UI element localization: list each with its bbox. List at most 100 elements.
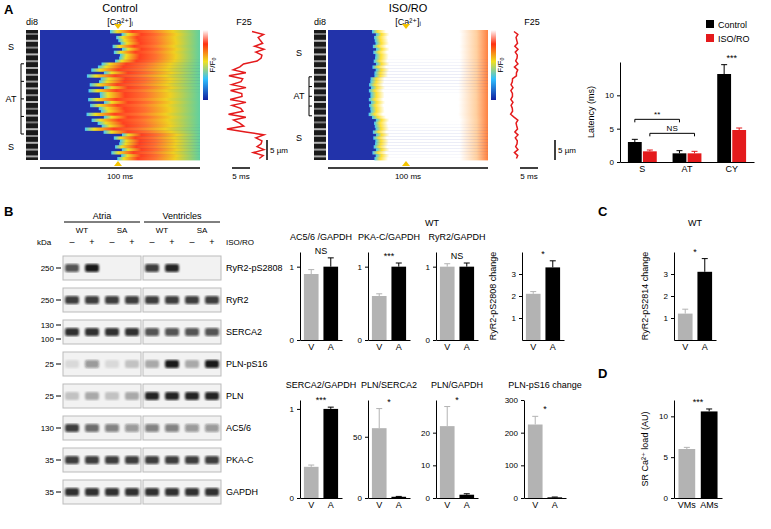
linescan-strip xyxy=(111,151,200,154)
blot-row-label: RyR2-pS2808 xyxy=(226,263,283,273)
x-axis-line xyxy=(523,340,565,341)
blot-band xyxy=(105,488,119,496)
region-tick xyxy=(309,106,312,107)
x-axis-line xyxy=(369,498,411,499)
bar xyxy=(628,142,642,162)
blot-membrane xyxy=(143,416,221,440)
di8-stripe xyxy=(314,135,326,137)
y-tick-label: 5 xyxy=(664,453,669,462)
bar-chart: 0100200300VAPLN-pS16 change* xyxy=(505,380,582,510)
y-axis-line xyxy=(436,401,437,499)
x-tick-label: V xyxy=(308,342,314,352)
treatment-label: + xyxy=(129,237,134,247)
blot-band xyxy=(105,456,119,464)
linescan-strip xyxy=(118,39,200,42)
x-axis-line xyxy=(525,498,567,499)
linescan-strip xyxy=(120,54,200,57)
scale-label: 5 ms xyxy=(232,172,249,181)
x-tick: A xyxy=(328,500,334,510)
blot-band xyxy=(205,456,219,464)
stimulus-marker xyxy=(114,24,122,29)
di8-stripe xyxy=(26,115,38,117)
x-axis-line xyxy=(301,340,343,341)
y-tick-mark xyxy=(433,465,436,466)
scale-label: 5 µm xyxy=(270,146,288,155)
y-tick-label: 0 xyxy=(426,494,431,503)
blot-band xyxy=(65,424,79,432)
linescan-strip xyxy=(104,71,200,74)
x-tick: VMs xyxy=(678,500,697,510)
chart-title: AC5/6 /GAPDH xyxy=(290,232,352,242)
blot-membrane xyxy=(63,480,141,504)
blot-band xyxy=(205,360,219,368)
bar xyxy=(391,267,406,340)
linescan-strip xyxy=(373,130,488,133)
group-label: WT xyxy=(688,218,702,228)
blot-row-label: GAPDH xyxy=(226,487,258,497)
linescan-strip xyxy=(375,125,488,128)
significance-bracket xyxy=(650,133,695,136)
di8-stripe xyxy=(314,121,326,123)
scale-label: 100 ms xyxy=(107,172,133,181)
x-axis-line xyxy=(301,498,343,499)
blot-band xyxy=(165,360,179,368)
linescan-strip xyxy=(114,136,200,139)
kda-title: kDa xyxy=(37,238,52,247)
y-tick-mark xyxy=(671,416,674,417)
y-tick: 1 xyxy=(664,314,674,323)
di8-stripe xyxy=(314,74,326,76)
di8-stripe xyxy=(314,81,326,83)
blot-band xyxy=(185,488,199,496)
bar xyxy=(732,130,746,162)
error-bar xyxy=(308,465,314,467)
linescan-strip xyxy=(373,51,488,54)
plot-area xyxy=(678,409,717,498)
linescan-strip xyxy=(374,122,488,125)
linescan-strip xyxy=(99,107,200,110)
x-tick: AMs xyxy=(700,500,719,510)
bar xyxy=(323,409,338,498)
linescan-strip xyxy=(114,51,200,54)
y-axis: 0510 xyxy=(605,63,620,168)
y-tick-label: 1 xyxy=(512,314,517,323)
legend-label: Control xyxy=(718,20,747,30)
x-tick: V xyxy=(308,500,314,510)
channel-label: F25 xyxy=(524,17,540,27)
di8-stripe xyxy=(314,40,326,42)
blot-band xyxy=(125,296,139,304)
linescan-strip xyxy=(370,107,488,110)
blot-band xyxy=(165,456,179,464)
channel-label: di8 xyxy=(314,17,326,27)
y-tick: 3 xyxy=(512,270,522,279)
error-bar xyxy=(444,407,450,427)
di8-stripe xyxy=(26,149,38,151)
time-scale-bar xyxy=(40,167,200,169)
bar xyxy=(688,153,702,162)
linescan-strip xyxy=(374,157,488,160)
bar-chart: 050VAPLN/SERCA2* xyxy=(353,380,417,510)
y-tick-mark xyxy=(365,437,368,438)
y-axis: 0510 xyxy=(659,401,674,504)
significance-label: *** xyxy=(316,395,327,405)
linescan-strip xyxy=(369,89,488,92)
x-tick: AT xyxy=(682,164,693,174)
blot-band xyxy=(125,264,139,272)
bar xyxy=(323,267,338,340)
blot-membrane xyxy=(63,352,141,376)
kda-label: 250 xyxy=(41,296,55,305)
linescan-strip xyxy=(375,57,488,60)
region-label: S xyxy=(8,142,14,152)
y-tick: 10 xyxy=(659,412,674,421)
legend-swatch xyxy=(706,34,714,42)
error-bar xyxy=(464,263,470,267)
blot-band xyxy=(85,328,99,336)
y-tick: 0 xyxy=(426,336,436,345)
y-axis-line xyxy=(620,63,621,163)
significance-label: * xyxy=(693,247,697,257)
x-tick: V xyxy=(376,342,382,352)
di8-stripe xyxy=(314,155,326,157)
error-bar xyxy=(632,139,638,142)
panel-label: D xyxy=(598,366,607,381)
di8-stripe xyxy=(314,101,326,103)
x-tick-label: VMs xyxy=(678,500,697,510)
